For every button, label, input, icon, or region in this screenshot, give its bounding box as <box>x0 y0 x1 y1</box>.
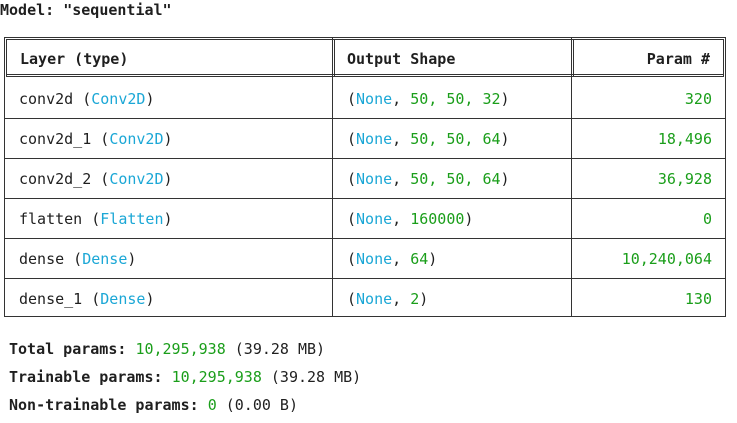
param-count-cell: 10,240,064 <box>621 250 712 268</box>
model-name: "sequential" <box>63 1 172 19</box>
param-count-cell: 130 <box>684 290 712 308</box>
layer-cell: conv2d_2 (Conv2D) <box>19 170 173 188</box>
shape-batch-dim: None <box>356 170 393 188</box>
row-separator <box>5 158 725 159</box>
param-count-cell: 18,496 <box>657 130 712 148</box>
trainable-params: Trainable params: 10,295,938 (39.28 MB) <box>9 368 361 386</box>
layer-type: Conv2D <box>109 130 164 148</box>
trainable-params-value: 10,295,938 <box>171 368 262 386</box>
header-layer-type: Layer (type) <box>20 50 129 68</box>
row-separator <box>5 198 725 199</box>
layer-cell: conv2d_1 (Conv2D) <box>19 130 173 148</box>
layer-name: flatten <box>19 210 83 228</box>
shape-dims: 2 <box>410 290 420 308</box>
layer-cell: dense (Dense) <box>19 250 137 268</box>
column-divider-1 <box>332 38 333 316</box>
row-separator <box>5 278 725 279</box>
shape-batch-dim: None <box>356 210 393 228</box>
layer-type: Conv2D <box>91 90 146 108</box>
output-shape-cell: (None, 2) <box>347 290 429 308</box>
shape-dims: 50, 50, 32 <box>410 90 501 108</box>
trainable-params-label: Trainable params: <box>9 368 163 386</box>
layer-type: Dense <box>82 250 128 268</box>
layer-name: conv2d_1 <box>19 130 92 148</box>
column-divider-2b <box>573 39 574 76</box>
non-trainable-params-value: 0 <box>207 396 217 414</box>
model-summary-table: Layer (type) Output Shape Param # conv2d… <box>4 37 726 317</box>
non-trainable-params: Non-trainable params: 0 (0.00 B) <box>9 396 298 414</box>
param-count-cell: 36,928 <box>657 170 712 188</box>
layer-type: Dense <box>100 290 146 308</box>
shape-batch-dim: None <box>356 90 393 108</box>
table-row: conv2d_2 (Conv2D) (None, 50, 50, 64) 36,92… <box>5 158 725 198</box>
total-params-size: (39.28 MB) <box>234 340 326 358</box>
table-row: conv2d_1 (Conv2D) (None, 50, 50, 64) 18,49… <box>5 118 725 158</box>
shape-batch-dim: None <box>356 290 393 308</box>
table-row: dense_1 (Dense) (None, 2) 130 <box>5 278 725 318</box>
table-header: Layer (type) Output Shape Param # <box>6 39 724 77</box>
model-title: Model: "sequential" <box>0 0 172 20</box>
layer-cell: conv2d (Conv2D) <box>19 90 155 108</box>
shape-dims: 160000 <box>410 210 465 228</box>
total-params-label: Total params: <box>9 340 127 358</box>
column-divider-2 <box>571 38 572 316</box>
header-param-count: Param # <box>646 50 710 68</box>
trainable-params-size: (39.28 MB) <box>270 368 362 386</box>
non-trainable-params-size: (0.00 B) <box>225 396 298 414</box>
shape-batch-dim: None <box>356 130 393 148</box>
layer-name: conv2d_2 <box>19 170 92 188</box>
row-separator <box>5 118 725 119</box>
shape-batch-dim: None <box>356 250 393 268</box>
shape-dims: 50, 50, 64 <box>410 130 501 148</box>
layer-name: dense <box>19 250 65 268</box>
layer-type: Flatten <box>100 210 164 228</box>
table-row: dense (Dense) (None, 64) 10,240,064 <box>5 238 725 278</box>
non-trainable-params-label: Non-trainable params: <box>9 396 199 414</box>
model-title-prefix: Model: <box>0 1 64 19</box>
column-divider-1b <box>334 39 335 76</box>
output-shape-cell: (None, 64) <box>347 250 438 268</box>
total-params: Total params: 10,295,938 (39.28 MB) <box>9 340 325 358</box>
param-count-cell: 320 <box>684 90 712 108</box>
shape-dims: 50, 50, 64 <box>410 170 501 188</box>
table-row: flatten (Flatten) (None, 160000) 0 <box>5 198 725 238</box>
output-shape-cell: (None, 50, 50, 64) <box>347 130 510 148</box>
param-count-cell: 0 <box>702 210 712 228</box>
layer-cell: flatten (Flatten) <box>19 210 173 228</box>
layer-type: Conv2D <box>109 170 164 188</box>
total-params-value: 10,295,938 <box>135 340 226 358</box>
header-output-shape: Output Shape <box>347 50 456 68</box>
layer-cell: dense_1 (Dense) <box>19 290 155 308</box>
table-row: conv2d (Conv2D) (None, 50, 50, 32) 320 <box>5 78 725 118</box>
output-shape-cell: (None, 160000) <box>347 210 474 228</box>
layer-name: dense_1 <box>19 290 83 308</box>
output-shape-cell: (None, 50, 50, 64) <box>347 170 510 188</box>
layer-name: conv2d <box>19 90 74 108</box>
output-shape-cell: (None, 50, 50, 32) <box>347 90 510 108</box>
row-separator <box>5 238 725 239</box>
shape-dims: 64 <box>410 250 429 268</box>
